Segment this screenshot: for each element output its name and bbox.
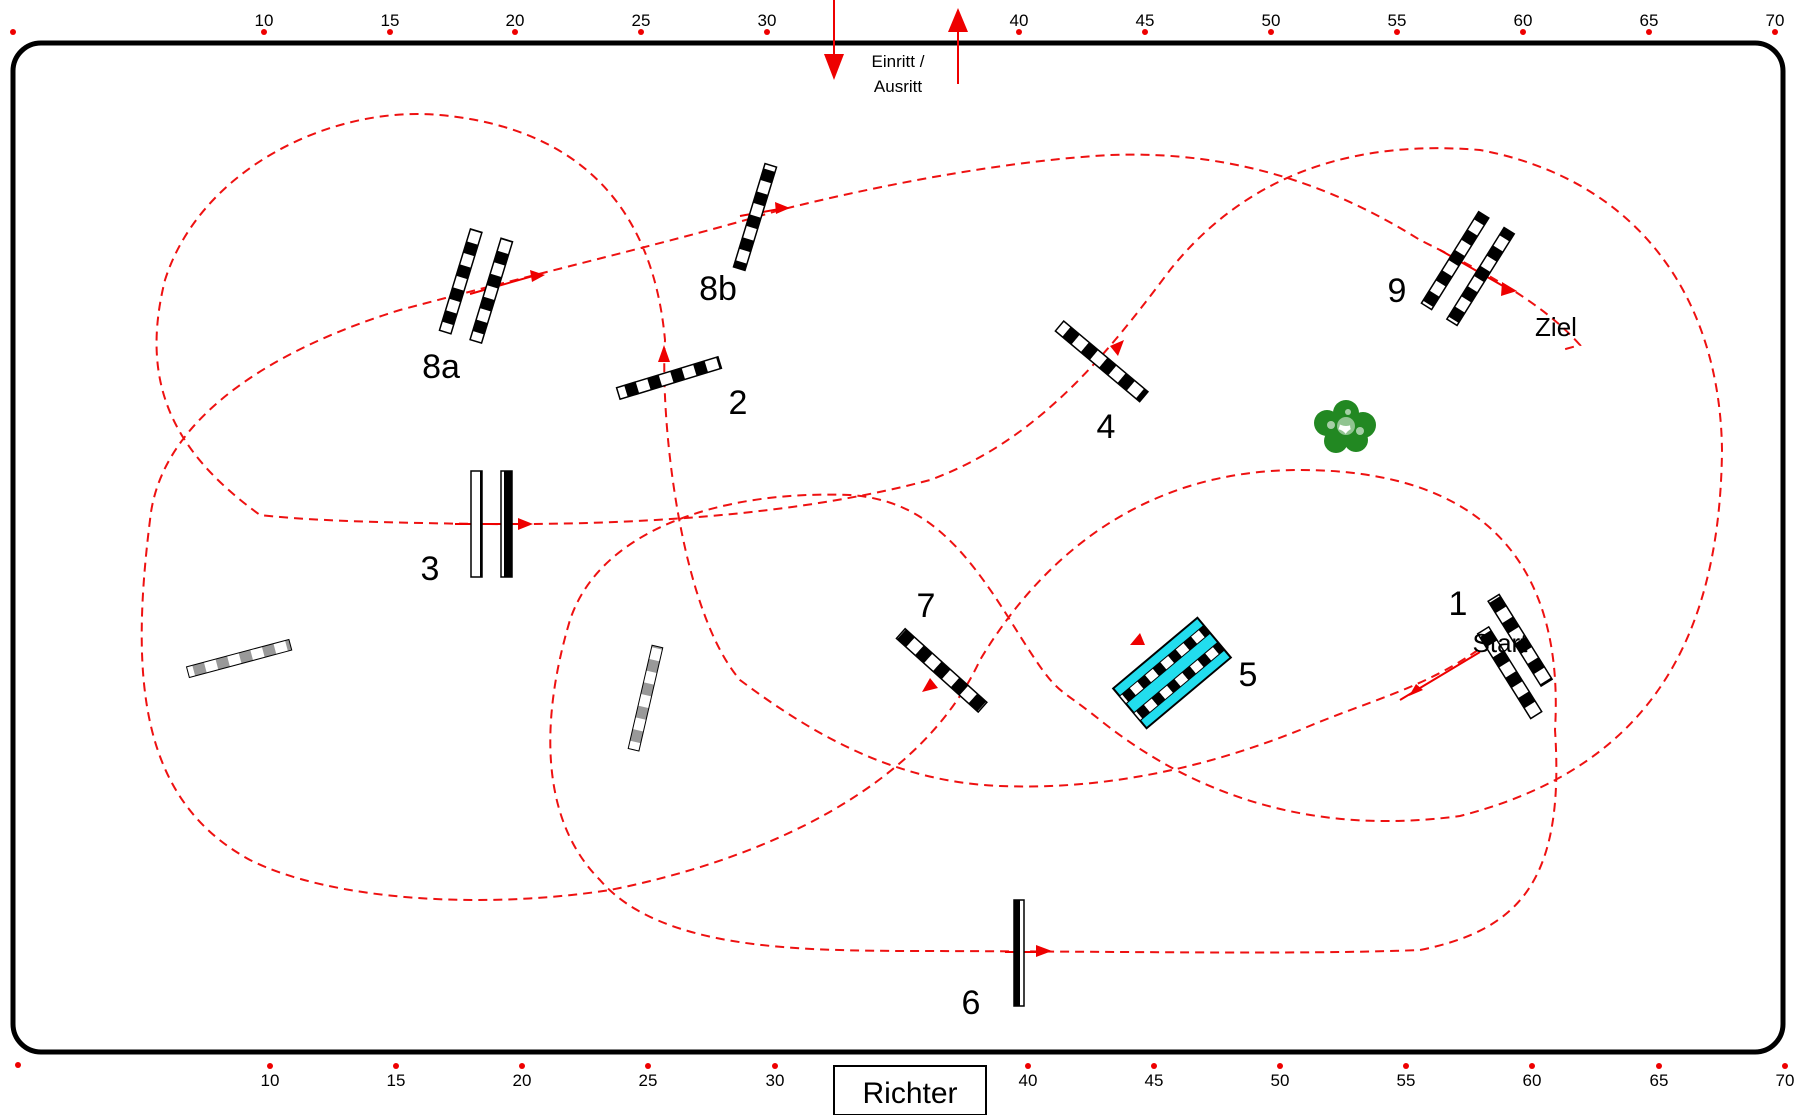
ruler-tick: 70: [1766, 11, 1785, 35]
ruler-top: 10 15 20 25 30 40 45 50 55 60 65 70: [255, 11, 1785, 35]
arrow-down-icon: [824, 54, 844, 80]
ruler-bottom-label: 25: [639, 1071, 658, 1090]
ruler-tick: 10: [261, 1063, 280, 1090]
ruler-tick: 70: [1776, 1063, 1795, 1090]
ruler-tick: 55: [1397, 1063, 1416, 1090]
ruler-tick: 25: [632, 11, 651, 35]
ruler-top-label: 25: [632, 11, 651, 30]
ruler-bottom-label: 55: [1397, 1071, 1416, 1090]
route-arrow-icon: [530, 270, 545, 282]
ruler-tick: 50: [1262, 11, 1281, 35]
corner-dot-top-left: [10, 29, 16, 35]
route-arrow-icon: [658, 345, 670, 362]
obstacle-5-label: 5: [1239, 656, 1258, 694]
corner-dot-bottom-left: [15, 1062, 21, 1068]
obstacle-9: 9 Ziel: [1388, 210, 1577, 342]
ruler-top-label: 20: [506, 11, 525, 30]
ruler-bottom-label: 70: [1776, 1071, 1795, 1090]
obstacle-9-label: 9: [1388, 272, 1407, 310]
arena-border: [10, 40, 1786, 1055]
ruler-tick: 20: [513, 1063, 532, 1090]
ruler-tick: 10: [255, 11, 274, 35]
ruler-tick: 15: [387, 1063, 406, 1090]
ruler-top-label: 65: [1640, 11, 1659, 30]
obstacle-8a: 8a: [422, 227, 514, 386]
route-arrow-icon: [922, 678, 938, 692]
ruler-bottom-label: 15: [387, 1071, 406, 1090]
finish-label: Ziel: [1535, 312, 1577, 342]
obstacle-4: 4: [1054, 319, 1150, 446]
ruler-tick: 45: [1136, 11, 1155, 35]
route-arrow-icon: [1130, 633, 1145, 645]
start-label: Start: [1473, 628, 1529, 658]
bush-icon: [1314, 400, 1376, 453]
ruler-tick: 40: [1019, 1063, 1038, 1090]
ruler-top-label: 45: [1136, 11, 1155, 30]
obstacle-1: 1 Start: [1449, 585, 1554, 720]
ruler-bottom-label: 60: [1523, 1071, 1542, 1090]
obstacle-6: 6: [962, 899, 1025, 1022]
obstacle-2-label: 2: [729, 384, 748, 422]
ruler-top-label: 10: [255, 11, 274, 30]
ruler-tick: 40: [1010, 11, 1029, 35]
obstacle-5: [1111, 616, 1233, 730]
obstacle-1-label: 1: [1449, 585, 1468, 623]
grey-pole-center: [627, 644, 664, 752]
entrance-label-line2: Ausritt: [874, 77, 922, 96]
ruler-tick: 20: [506, 11, 525, 35]
obstacle-8b: 8b: [699, 162, 778, 308]
grey-pole-left: [185, 638, 293, 679]
obstacle-8b-label: 8b: [699, 270, 737, 308]
obstacle-6-label: 6: [962, 984, 981, 1022]
entrance-exit: Einritt / Ausritt: [824, 0, 968, 96]
entrance-label-line1: Einritt /: [872, 52, 925, 71]
obstacle-3-label: 3: [421, 550, 440, 588]
obstacle-2: 2: [615, 355, 748, 422]
ruler-bottom-label: 65: [1650, 1071, 1669, 1090]
ruler-top-label: 55: [1388, 11, 1407, 30]
obstacle-8a-label: 8a: [422, 348, 460, 386]
judge-label: Richter: [862, 1077, 957, 1110]
obstacle-7: 7: [895, 587, 988, 714]
judge-box: Richter: [833, 1065, 987, 1115]
obstacle-7-label: 7: [917, 587, 936, 625]
ruler-top-label: 40: [1010, 11, 1029, 30]
ruler-tick: 60: [1514, 11, 1533, 35]
ruler-tick: 55: [1388, 11, 1407, 35]
route: [140, 113, 1724, 957]
route-arrow-icon: [1110, 340, 1124, 356]
obstacle-4-label: 4: [1097, 408, 1116, 446]
ruler-tick: 50: [1271, 1063, 1290, 1090]
ruler-tick: 30: [766, 1063, 785, 1090]
ruler-bottom-label: 40: [1019, 1071, 1038, 1090]
ruler-tick: 30: [758, 11, 777, 35]
ruler-top-label: 30: [758, 11, 777, 30]
ruler-tick: 15: [381, 11, 400, 35]
route-path: [140, 113, 1724, 954]
ruler-tick: 45: [1145, 1063, 1164, 1090]
ruler-bottom-label: 10: [261, 1071, 280, 1090]
ruler-top-label: 60: [1514, 11, 1533, 30]
ruler-tick: 25: [639, 1063, 658, 1090]
ruler-tick: 65: [1640, 11, 1659, 35]
ruler-bottom-label: 20: [513, 1071, 532, 1090]
ruler-bottom: 10 15 20 25 30 40 45 50 55 60 65 70: [261, 1063, 1795, 1090]
ruler-bottom-label: 50: [1271, 1071, 1290, 1090]
obstacle-3: 3: [421, 470, 513, 588]
ruler-tick: 60: [1523, 1063, 1542, 1090]
ruler-top-label: 15: [381, 11, 400, 30]
ruler-tick: 65: [1650, 1063, 1669, 1090]
ruler-top-label: 70: [1766, 11, 1785, 30]
ruler-bottom-label: 45: [1145, 1071, 1164, 1090]
ruler-bottom-label: 30: [766, 1071, 785, 1090]
ruler-top-label: 50: [1262, 11, 1281, 30]
arrow-up-icon: [948, 8, 968, 32]
